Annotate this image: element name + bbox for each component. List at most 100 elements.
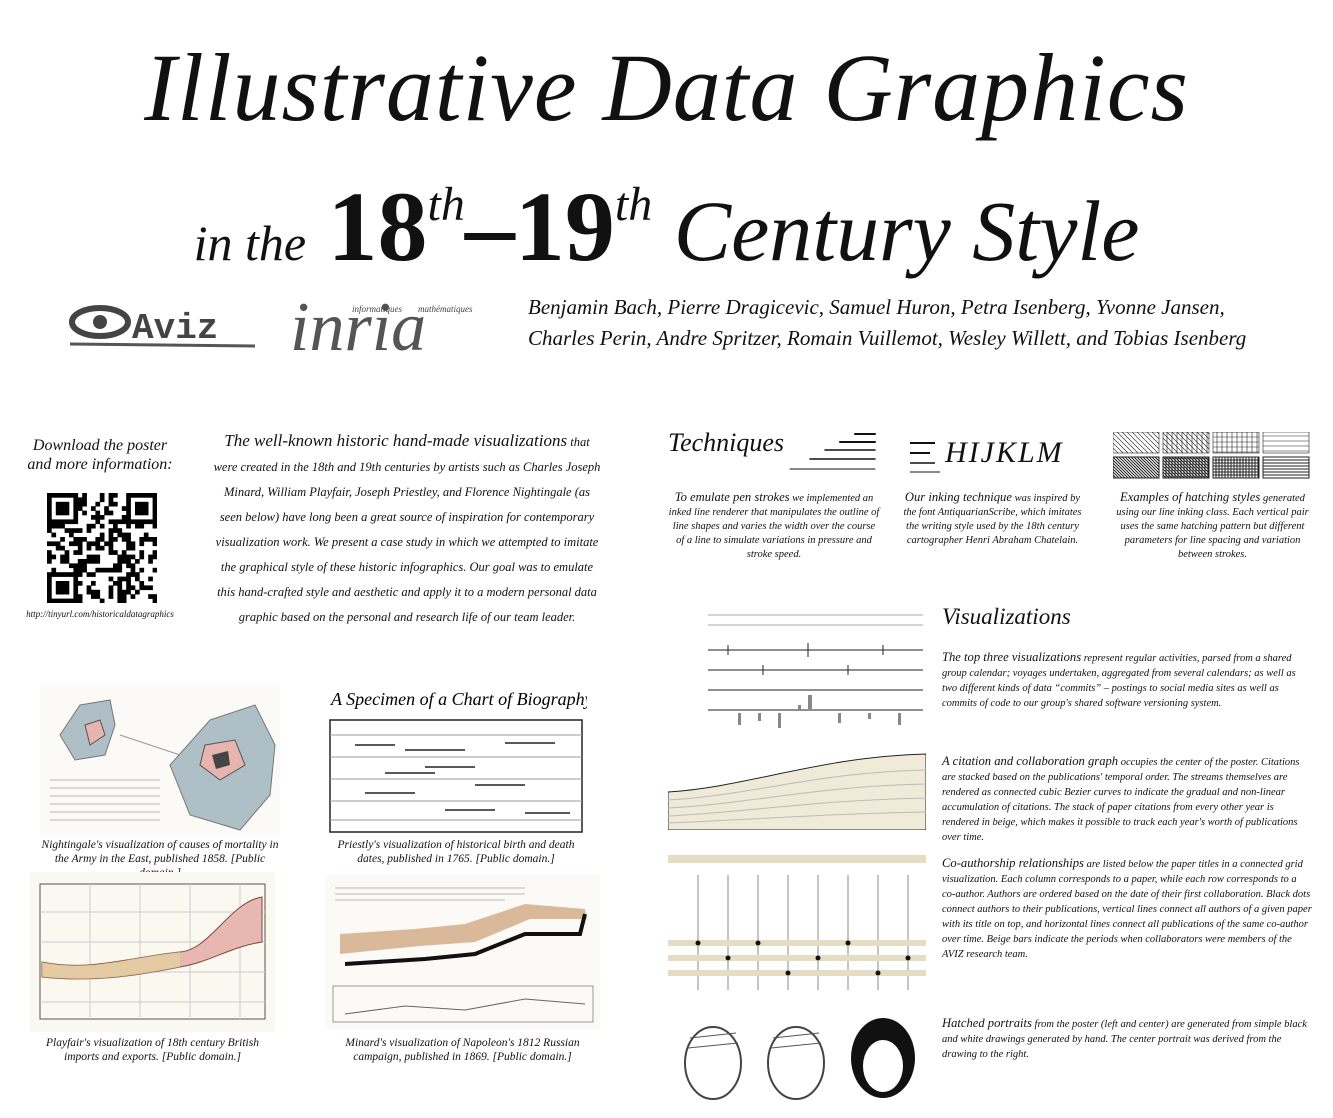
decoration-path bbox=[668, 797, 926, 817]
qr-module bbox=[95, 594, 101, 599]
qr-module bbox=[139, 550, 145, 555]
nightingale-figure bbox=[40, 685, 280, 835]
qr-module bbox=[121, 537, 127, 542]
title-sup: th bbox=[427, 178, 465, 231]
qr-module bbox=[91, 559, 96, 564]
qr-module bbox=[64, 493, 70, 498]
decoration-ellipse bbox=[767, 1026, 825, 1100]
qr-module bbox=[55, 598, 61, 603]
qr-module bbox=[47, 598, 52, 603]
qr-module bbox=[47, 515, 52, 520]
qr-module bbox=[135, 519, 140, 525]
visualization-text: Co-authorship relationships are listed b… bbox=[942, 856, 1312, 962]
title-to: –19 bbox=[464, 171, 615, 282]
qr-module bbox=[108, 541, 114, 547]
qr-module bbox=[135, 510, 140, 516]
technique-body: was inspired by the font AntiquarianScri… bbox=[903, 493, 1082, 546]
qr-module bbox=[51, 554, 57, 560]
qr-module bbox=[47, 501, 52, 507]
qr-module bbox=[77, 497, 83, 503]
technique-body: we implemented an inked line renderer th… bbox=[668, 493, 880, 560]
qr-module bbox=[86, 554, 92, 560]
qr-module bbox=[126, 537, 131, 542]
title-suffix: Century Style bbox=[673, 183, 1140, 279]
qr-module bbox=[126, 563, 131, 569]
decoration-rect bbox=[668, 940, 926, 946]
decoration-path bbox=[668, 769, 926, 801]
decoration-g bbox=[708, 614, 923, 626]
qr-module bbox=[69, 528, 74, 533]
qr-module bbox=[121, 559, 127, 564]
qr-module bbox=[126, 515, 131, 520]
decoration-rect bbox=[329, 719, 583, 833]
qr-module bbox=[95, 510, 101, 516]
qr-module bbox=[130, 554, 136, 560]
decoration-line bbox=[1113, 447, 1119, 454]
download-line: and more information: bbox=[27, 456, 173, 473]
decoration-line bbox=[1176, 432, 1199, 454]
qr-module bbox=[73, 594, 79, 599]
qr-module bbox=[77, 598, 83, 603]
qr-module bbox=[73, 501, 79, 507]
qr-module bbox=[130, 567, 136, 573]
qr-module bbox=[47, 594, 52, 599]
qr-module bbox=[86, 585, 92, 591]
qr-module bbox=[47, 554, 52, 560]
qr-module bbox=[77, 559, 83, 564]
decoration-path bbox=[668, 783, 926, 809]
qr-module bbox=[148, 537, 153, 542]
qr-module bbox=[47, 510, 52, 516]
qr-module bbox=[69, 541, 74, 547]
title-from: 18 bbox=[327, 171, 428, 282]
qr-module bbox=[108, 497, 114, 503]
qr-module bbox=[104, 541, 109, 547]
qr-module bbox=[91, 506, 96, 511]
decoration-g bbox=[695, 940, 911, 976]
qr-module bbox=[55, 581, 61, 586]
qr-module bbox=[139, 581, 145, 586]
download-url[interactable]: http://tinyurl.com/historicaldatagraphic… bbox=[26, 609, 174, 619]
decoration-circle bbox=[815, 955, 821, 961]
qr-module bbox=[64, 519, 70, 525]
decoration-circle bbox=[785, 970, 791, 976]
qr-module bbox=[108, 589, 114, 595]
qr-module bbox=[69, 563, 74, 569]
qr-module bbox=[73, 589, 79, 595]
qr-module bbox=[55, 523, 61, 529]
decoration-g bbox=[708, 649, 923, 711]
techniques-heading: Techniques bbox=[668, 428, 785, 457]
qr-module bbox=[152, 510, 157, 516]
decoration-rect bbox=[808, 695, 812, 710]
qr-module bbox=[47, 559, 52, 564]
qr-module bbox=[82, 510, 87, 516]
decoration-path bbox=[84, 719, 106, 746]
qr-module bbox=[117, 567, 123, 573]
qr-module bbox=[143, 506, 149, 511]
qr-code[interactable] bbox=[47, 493, 157, 603]
qr-module bbox=[77, 501, 83, 507]
qr-module bbox=[73, 506, 79, 511]
timeline-thumbnail bbox=[708, 614, 923, 728]
qr-module bbox=[148, 554, 153, 560]
decoration-path bbox=[42, 952, 180, 979]
technique-lead: Examples of hatching styles bbox=[1120, 490, 1261, 504]
qr-module bbox=[130, 594, 136, 599]
qr-module bbox=[108, 594, 114, 599]
playfair-figure bbox=[30, 872, 275, 1032]
decoration-line bbox=[1198, 456, 1210, 468]
qr-module bbox=[143, 585, 149, 591]
hatching-samples bbox=[1113, 432, 1310, 479]
qr-module bbox=[113, 550, 118, 555]
qr-module bbox=[117, 532, 123, 538]
qr-module bbox=[113, 493, 118, 498]
decoration-line bbox=[1206, 432, 1210, 435]
qr-module bbox=[82, 501, 87, 507]
qr-module bbox=[60, 545, 65, 551]
qr-module bbox=[60, 537, 65, 542]
decoration-circle bbox=[93, 315, 107, 329]
qr-module bbox=[55, 589, 61, 595]
qr-module bbox=[121, 598, 127, 603]
decoration-line bbox=[1127, 456, 1150, 479]
qr-module bbox=[113, 519, 118, 525]
decoration-line bbox=[1121, 432, 1144, 454]
